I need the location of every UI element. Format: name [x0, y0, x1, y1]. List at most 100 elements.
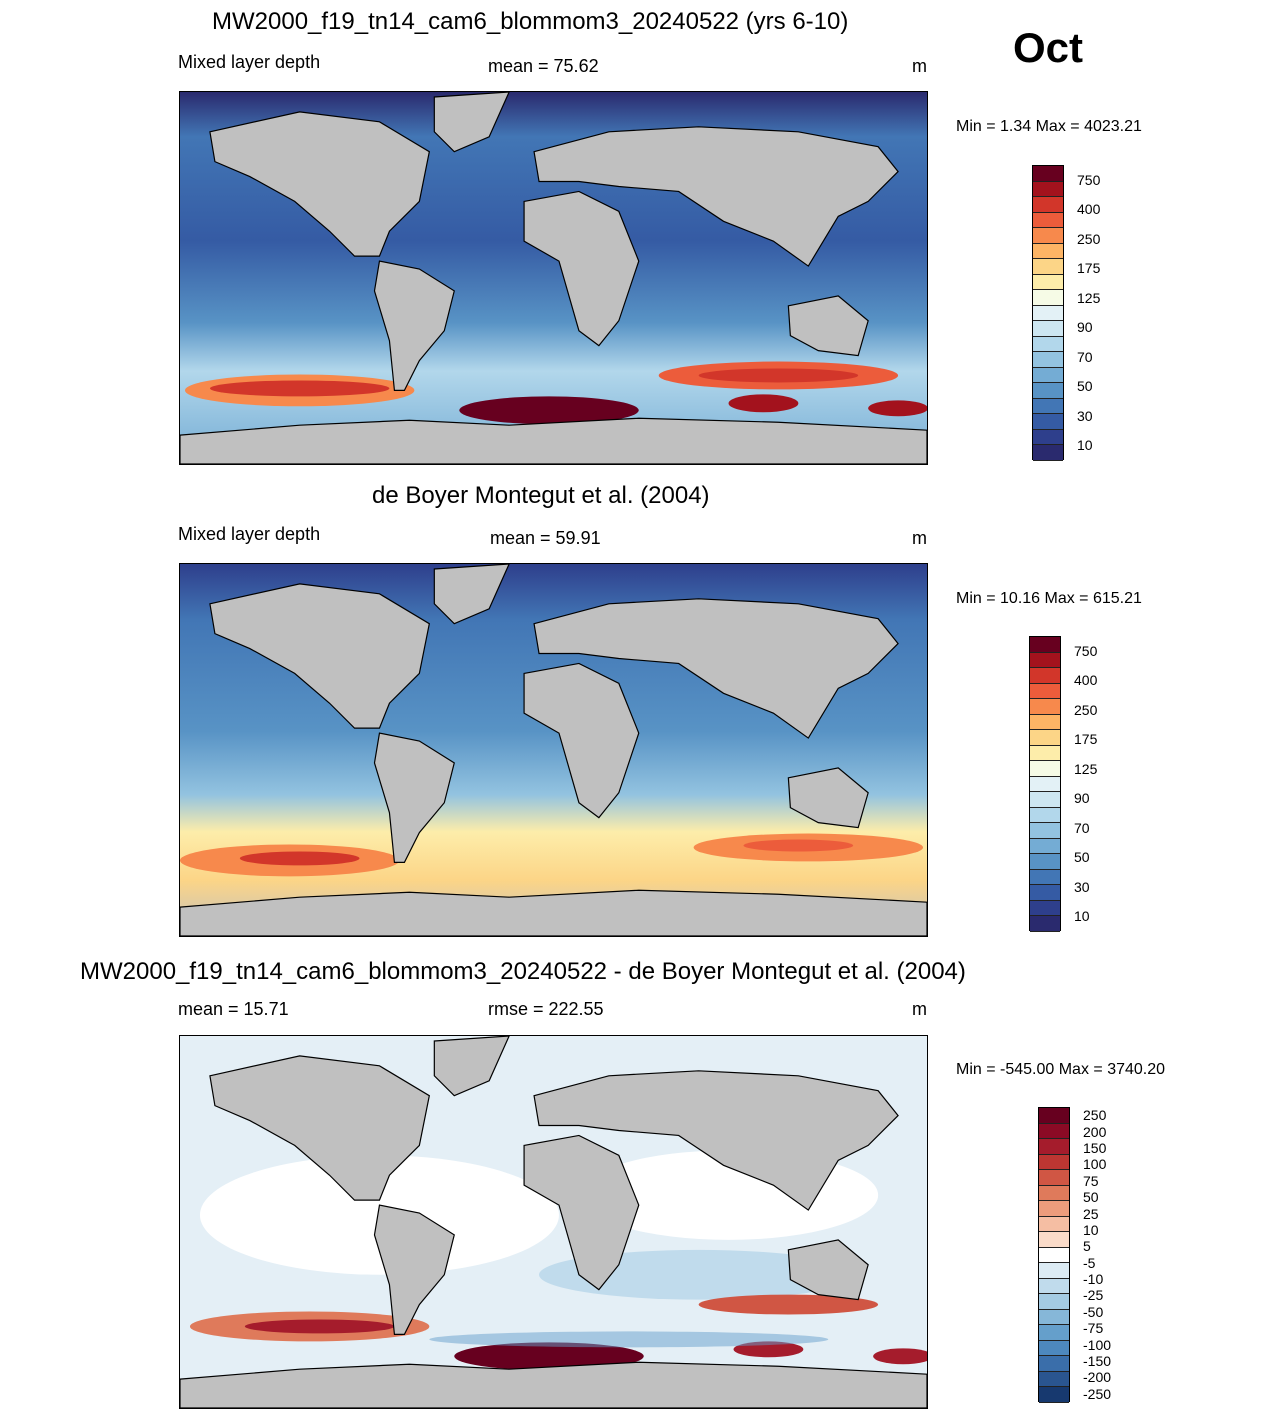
panel2-variable-label: Mixed layer depth	[178, 524, 321, 544]
colorbar-label: 400	[1074, 672, 1098, 689]
colorbar-box	[1033, 414, 1063, 430]
panel1-variable-label: Mixed layer depth	[178, 52, 321, 72]
colorbar-label: -25	[1083, 1287, 1104, 1304]
colorbar-label: 750	[1077, 171, 1101, 188]
panel2-title: de Boyer Montegut et al. (2004)	[372, 482, 710, 509]
colorbar-box	[1039, 1123, 1069, 1140]
colorbar-box	[1039, 1201, 1069, 1217]
colorbar-box	[1039, 1325, 1069, 1341]
colorbar-box	[1030, 838, 1060, 855]
colorbar-box	[1039, 1294, 1069, 1310]
colorbar-box	[1033, 243, 1063, 260]
panel1-colorbar	[1032, 165, 1064, 461]
colorbar-box	[1030, 668, 1060, 684]
panel3-minmax-label: Min = -545.00 Max = 3740.20	[956, 1061, 1166, 1078]
colorbar-box	[1039, 1185, 1069, 1202]
colorbar-label: 90	[1074, 790, 1090, 807]
colorbar-label: 50	[1083, 1189, 1099, 1206]
colorbar-label: 25	[1083, 1205, 1099, 1222]
colorbar-label: 70	[1074, 819, 1090, 836]
panel3-colorbar	[1038, 1107, 1070, 1403]
colorbar-box	[1030, 916, 1060, 932]
colorbar-label: -100	[1083, 1336, 1112, 1353]
colorbar-box	[1033, 212, 1063, 229]
colorbar-label: 30	[1077, 407, 1093, 424]
colorbar-box	[1039, 1309, 1069, 1326]
colorbar-box	[1030, 761, 1060, 777]
panel1-minmax-label: Min = 1.34 Max = 4023.21	[956, 118, 1142, 135]
colorbar-label: 150	[1083, 1139, 1107, 1156]
model-mld-map	[179, 91, 928, 465]
colorbar-box	[1039, 1232, 1069, 1248]
colorbar-box	[1033, 181, 1063, 198]
colorbar-label: 75	[1083, 1172, 1099, 1189]
colorbar-label: 90	[1077, 319, 1093, 336]
colorbar-box	[1039, 1356, 1069, 1372]
colorbar-box	[1030, 730, 1060, 746]
colorbar-box	[1030, 637, 1060, 653]
colorbar-label: 125	[1077, 289, 1101, 306]
panel2-minmax-label: Min = 10.16 Max = 615.21	[956, 590, 1142, 607]
colorbar-label: 125	[1074, 760, 1098, 777]
colorbar-box	[1033, 383, 1063, 399]
colorbar-box	[1039, 1139, 1069, 1155]
colorbar-box	[1033, 305, 1063, 322]
colorbar-box	[1030, 714, 1060, 731]
colorbar-box	[1030, 900, 1060, 917]
colorbar-box	[1030, 699, 1060, 715]
colorbar-box	[1033, 367, 1063, 384]
colorbar-label: -250	[1083, 1385, 1112, 1402]
colorbar-box	[1030, 792, 1060, 808]
colorbar-box	[1033, 274, 1063, 291]
colorbar-label: 5	[1083, 1238, 1091, 1255]
colorbar-label: -75	[1083, 1320, 1104, 1337]
colorbar-label: -150	[1083, 1353, 1112, 1370]
colorbar-box	[1030, 652, 1060, 669]
colorbar-box	[1039, 1108, 1069, 1124]
panel1-mean-label: mean = 75.62	[488, 56, 599, 76]
colorbar-box	[1033, 321, 1063, 337]
colorbar-label: -200	[1083, 1369, 1112, 1386]
observed-mld-map	[179, 563, 928, 937]
colorbar-box	[1033, 398, 1063, 415]
difference-mld-map	[179, 1035, 928, 1409]
colorbar-box	[1030, 869, 1060, 886]
colorbar-box	[1033, 352, 1063, 368]
colorbar-label: 50	[1077, 378, 1093, 395]
colorbar-label: 10	[1074, 908, 1090, 925]
colorbar-box	[1030, 885, 1060, 901]
colorbar-box	[1030, 807, 1060, 824]
colorbar-box	[1039, 1387, 1069, 1403]
colorbar-box	[1033, 336, 1063, 353]
colorbar-box	[1039, 1216, 1069, 1233]
month-label: Oct	[1013, 24, 1084, 71]
colorbar-label: 250	[1074, 701, 1098, 718]
colorbar-box	[1033, 197, 1063, 213]
panel2-mean-label: mean = 59.91	[490, 528, 601, 548]
colorbar-label: 30	[1074, 878, 1090, 895]
colorbar-label: 175	[1077, 260, 1101, 277]
colorbar-box	[1039, 1263, 1069, 1279]
colorbar-box	[1033, 259, 1063, 275]
colorbar-box	[1033, 290, 1063, 306]
colorbar-box	[1039, 1371, 1069, 1388]
colorbar-box	[1033, 166, 1063, 182]
colorbar-label: 750	[1074, 642, 1098, 659]
colorbar-box	[1030, 854, 1060, 870]
colorbar-box	[1039, 1247, 1069, 1264]
colorbar-label: 250	[1083, 1107, 1107, 1124]
panel1-units-label: m	[912, 56, 927, 76]
colorbar-box	[1033, 429, 1063, 446]
colorbar-label: -50	[1083, 1303, 1104, 1320]
colorbar-label: -5	[1083, 1254, 1096, 1271]
colorbar-label: 100	[1083, 1156, 1107, 1173]
colorbar-label: 10	[1077, 437, 1093, 454]
panel3-mean-label: mean = 15.71	[178, 999, 289, 1019]
colorbar-label: 50	[1074, 849, 1090, 866]
panel3-rmse-label: rmse = 222.55	[488, 999, 604, 1019]
colorbar-label: -10	[1083, 1271, 1104, 1288]
colorbar-box	[1030, 745, 1060, 762]
colorbar-label: 250	[1077, 230, 1101, 247]
panel3-title: MW2000_f19_tn14_cam6_blommom3_20240522 -…	[80, 958, 966, 985]
colorbar-box	[1033, 445, 1063, 461]
